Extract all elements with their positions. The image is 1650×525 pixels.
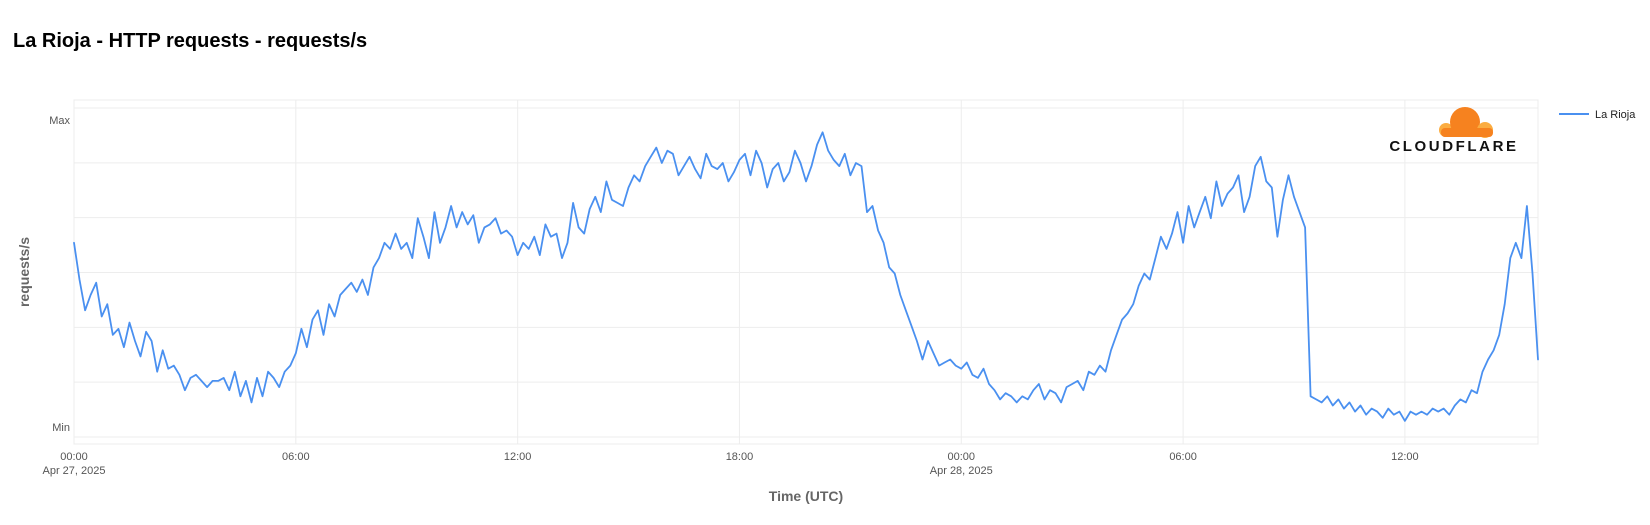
chart-title: La Rioja - HTTP requests - requests/s	[13, 30, 368, 52]
y-tick-label-min: Min	[52, 422, 70, 434]
x-tick-label: 12:00	[504, 451, 532, 463]
x-tick-date-label: Apr 28, 2025	[930, 465, 993, 477]
x-tick-label: 06:00	[282, 451, 310, 463]
x-axis-title: Time (UTC)	[769, 488, 843, 504]
x-tick-label: 00:00	[948, 451, 976, 463]
x-tick-label: 12:00	[1391, 451, 1419, 463]
x-tick-label: 18:00	[726, 451, 754, 463]
y-axis-title: requests/s	[16, 237, 32, 307]
legend: La Rioja	[1559, 109, 1636, 121]
gridlines	[73, 100, 1538, 444]
y-tick-label-max: Max	[49, 115, 70, 127]
legend-label-la-rioja: La Rioja	[1595, 109, 1636, 121]
x-tick-date-label: Apr 27, 2025	[43, 465, 106, 477]
series-line-la-rioja	[73, 131, 1539, 422]
logo-cloud-base	[1441, 128, 1493, 137]
x-tick-label: 00:00	[60, 451, 88, 463]
axes: 00:00 Apr 27, 2025 06:00 12:00 18:00 00:00 Apr…	[16, 115, 1419, 504]
cloudflare-logo: CLOUDFLARE	[1389, 107, 1518, 155]
cloudflare-wordmark: CLOUDFLARE	[1389, 138, 1518, 155]
x-tick-label: 06:00	[1169, 451, 1197, 463]
